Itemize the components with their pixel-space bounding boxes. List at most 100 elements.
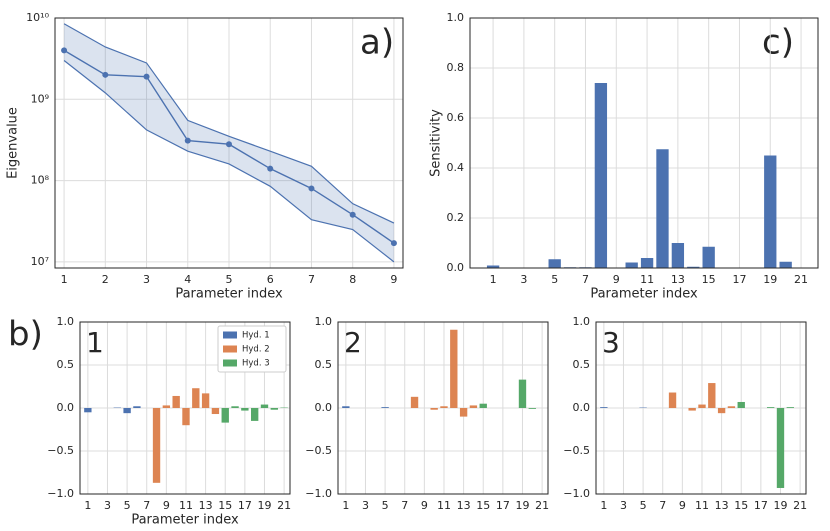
- x-tick-label: 7: [401, 499, 408, 512]
- point: [226, 141, 232, 148]
- bar: [548, 259, 561, 268]
- bar: [625, 262, 638, 268]
- x-tick-label: 13: [715, 499, 729, 512]
- y-tick-label: 0.0: [447, 261, 465, 274]
- bar: [211, 408, 220, 415]
- bar: [656, 149, 669, 268]
- bar: [172, 395, 180, 408]
- x-tick-label: 15: [702, 273, 716, 286]
- x-tick-label: 13: [199, 499, 213, 512]
- y-tick-label: −0.5: [563, 444, 590, 457]
- plot-frame: [469, 17, 819, 269]
- x-tick-label: 7: [143, 499, 150, 512]
- bar: [779, 261, 792, 268]
- y-tick-label: 10⁷: [31, 255, 49, 268]
- x-tick-label: 17: [238, 499, 252, 512]
- bar: [260, 404, 269, 408]
- y-tick-label: 10⁸: [31, 174, 50, 187]
- point: [267, 165, 274, 172]
- panel-label: c): [762, 23, 794, 63]
- y-axis-label: Eigenvalue: [6, 107, 21, 179]
- point: [390, 240, 397, 247]
- point: [102, 71, 109, 78]
- bar: [241, 408, 249, 411]
- bar: [162, 405, 171, 408]
- legend-label: Hyd. 1: [242, 331, 270, 341]
- y-tick-label: −1.0: [47, 487, 74, 500]
- bar: [201, 393, 210, 408]
- bar: [600, 407, 608, 408]
- y-tick-label: 1.0: [573, 315, 591, 328]
- bar: [381, 407, 389, 408]
- x-tick-label: 8: [349, 273, 356, 286]
- panel-label: b): [8, 315, 43, 355]
- point: [143, 73, 150, 80]
- x-tick-label: 7: [308, 273, 315, 286]
- x-tick-label: 9: [390, 273, 397, 286]
- bar: [182, 408, 190, 426]
- bar: [152, 408, 161, 483]
- bar: [776, 408, 785, 488]
- x-tick-label: 19: [257, 499, 271, 512]
- bar: [133, 406, 141, 408]
- bar: [737, 401, 745, 408]
- chart: −1.0−0.50.00.51.01 3 5 7 9 11 13 15 17 19 213: [563, 315, 807, 512]
- x-tick-label: 15: [734, 499, 748, 512]
- y-tick-label: −1.0: [305, 487, 332, 500]
- x-tick-label: 7: [582, 273, 589, 286]
- chart: 0.00.20.40.60.81.01 3 5 7 9 11 13 15 17 19 21Param…: [429, 11, 819, 302]
- x-tick-label: 9: [421, 499, 428, 512]
- y-tick-label: 0.8: [447, 61, 465, 74]
- x-tick-label: 1: [84, 499, 91, 512]
- bar: [671, 243, 685, 268]
- panel-number: 2: [344, 326, 362, 359]
- lower-line: [63, 60, 395, 263]
- bar: [469, 405, 478, 408]
- legend-label: Hyd. 2: [242, 345, 270, 355]
- y-tick-label: 0.0: [57, 401, 75, 414]
- x-tick-label: 19: [515, 499, 529, 512]
- plot-frame: [337, 321, 549, 495]
- x-tick-label: 19: [773, 499, 787, 512]
- bar: [440, 406, 448, 408]
- x-tick-label: 3: [362, 499, 369, 512]
- x-tick-label: 9: [679, 499, 686, 512]
- y-tick-label: 10⁹: [31, 92, 49, 105]
- bar: [518, 379, 527, 408]
- x-tick-label: 3: [520, 273, 527, 286]
- x-tick-label: 5: [226, 273, 233, 286]
- x-tick-label: 1: [342, 499, 349, 512]
- point: [61, 47, 68, 54]
- x-tick-label: 3: [143, 273, 150, 286]
- x-tick-label: 2: [102, 273, 109, 286]
- bar: [640, 258, 654, 268]
- bar: [486, 265, 500, 268]
- y-tick-label: 0.5: [315, 358, 333, 371]
- y-tick-label: 1.0: [57, 315, 75, 328]
- chart: 10⁷ 10⁸ 10⁹ 10¹⁰ 1 2 3 4 5 6 7 8 9 Parameter index Eig…: [6, 11, 404, 302]
- bar: [459, 408, 468, 417]
- x-tick-label: 15: [476, 499, 490, 512]
- bar: [717, 408, 726, 414]
- x-axis-label: Parameter index: [590, 287, 698, 302]
- x-tick-label: 21: [277, 499, 291, 512]
- panel-number: 1: [86, 326, 104, 359]
- bar: [479, 403, 487, 408]
- x-tick-label: 3: [620, 499, 627, 512]
- point: [308, 185, 315, 192]
- upper-line: [63, 23, 395, 224]
- x-tick-label: 17: [754, 499, 768, 512]
- x-tick-label: 4: [184, 273, 191, 286]
- x-tick-label: 11: [640, 273, 654, 286]
- y-axis-label: Sensitivity: [429, 109, 444, 177]
- y-tick-label: 1.0: [315, 315, 333, 328]
- x-tick-label: 21: [535, 499, 549, 512]
- x-tick-label: 5: [640, 499, 647, 512]
- y-tick-label: 0.2: [447, 211, 465, 224]
- x-tick-label: 21: [793, 499, 807, 512]
- x-tick-label: 5: [382, 499, 389, 512]
- bar: [708, 383, 716, 408]
- x-tick-label: 17: [496, 499, 510, 512]
- x-axis-label: Parameter index: [175, 287, 283, 302]
